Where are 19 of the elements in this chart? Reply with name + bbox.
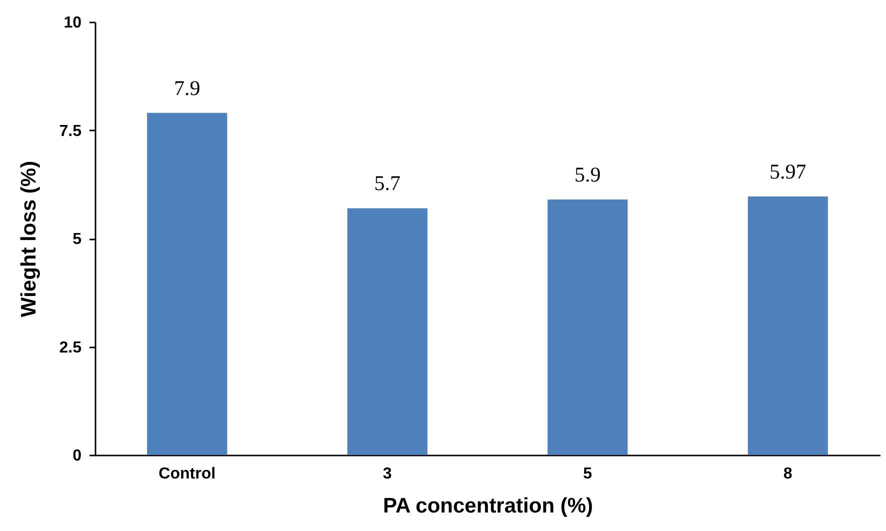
x-tick-label: Control	[158, 466, 216, 482]
bar	[147, 112, 228, 455]
y-tick-label: 2.5	[59, 339, 82, 356]
x-axis-title: PA concentration (%)	[382, 494, 594, 518]
x-tick-label: 5	[583, 466, 592, 482]
data-label: 5.7	[374, 171, 400, 196]
y-tick-label: 7.5	[59, 122, 82, 140]
x-tick-label: 8	[783, 466, 792, 482]
bar	[347, 208, 428, 455]
data-label: 7.9	[174, 76, 200, 100]
y-tick-label: 0	[72, 448, 82, 464]
bar	[748, 196, 828, 455]
y-tick-label: 5	[72, 231, 82, 248]
y-axis-title: Wieght loss (%)	[17, 160, 40, 318]
data-label: 5.97	[770, 160, 806, 184]
data-label: 5.9	[574, 162, 601, 187]
y-tick-label: 10	[64, 14, 82, 32]
bar	[548, 200, 628, 455]
x-tick-label: 3	[382, 466, 392, 482]
